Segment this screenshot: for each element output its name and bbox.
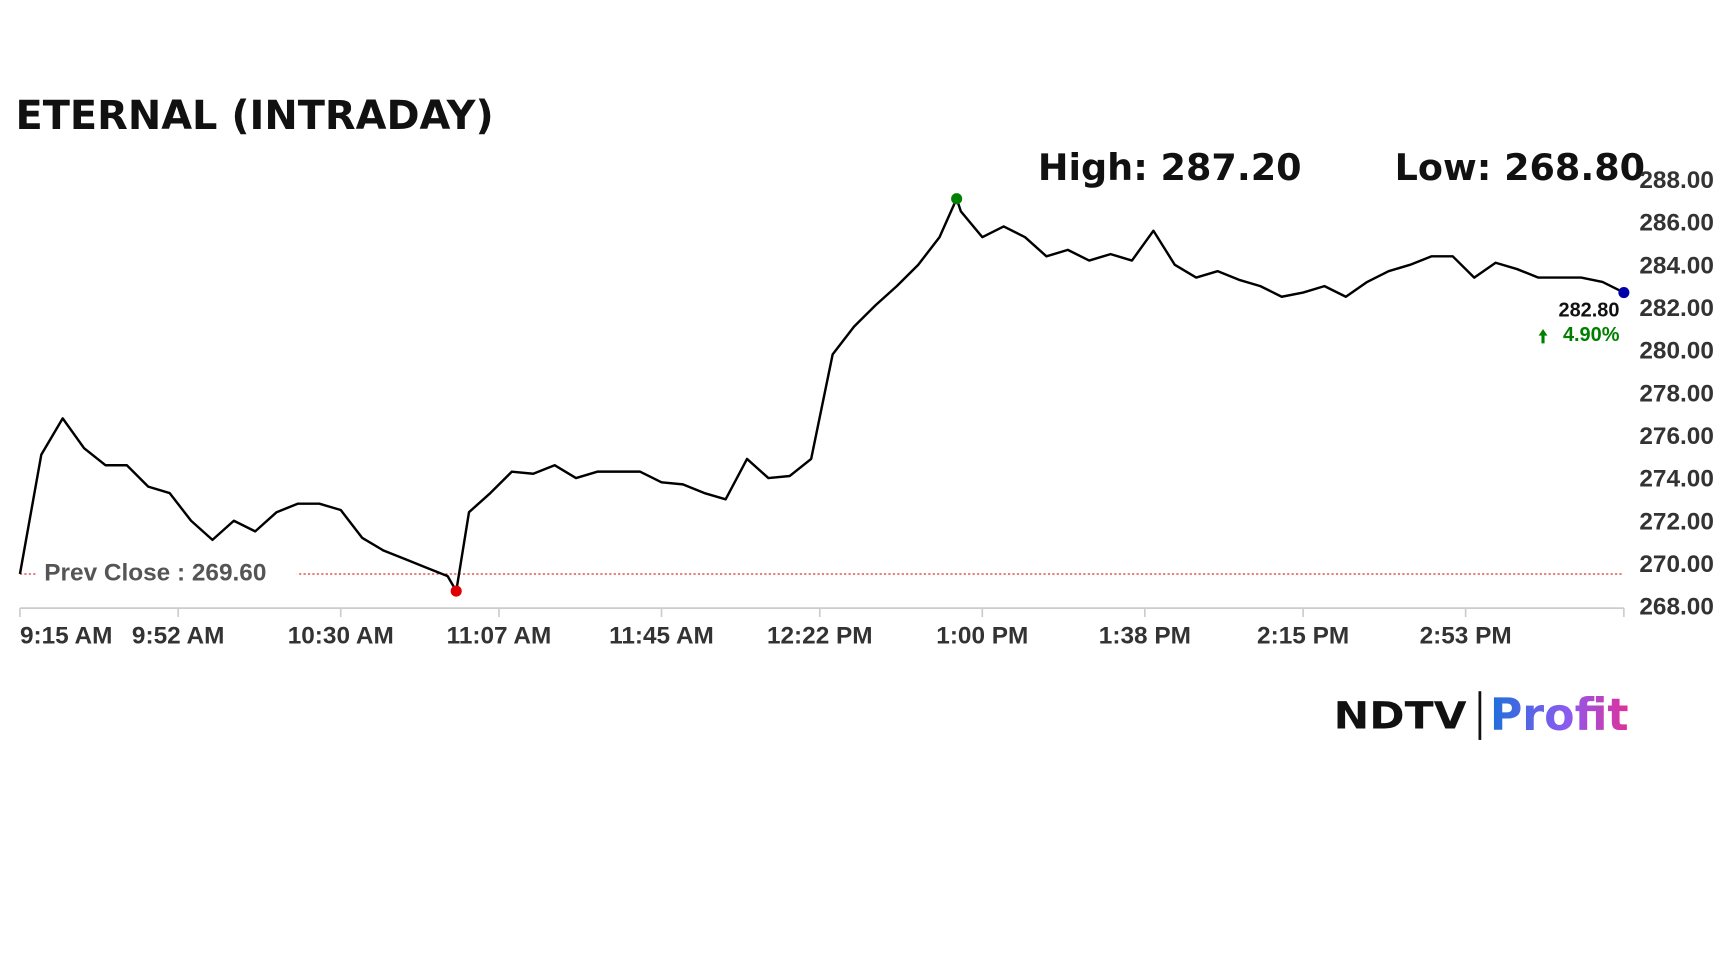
plot: 268.00 270.00 272.00 274.00 276.00 278.00 280.… [18,167,1714,649]
chart-title: ETERNAL (INTRADAY) [16,93,494,139]
y-tick-label: 276.00 [1639,423,1714,450]
high-marker [951,193,963,205]
up-arrow [1538,328,1548,344]
x-tick-label: 2:15 PM [1257,622,1349,649]
y-tick-label: 282.00 [1639,295,1714,322]
prev-close-bg [35,558,297,586]
y-tick-label: 284.00 [1639,252,1714,279]
x-tick-label: 11:07 AM [447,622,552,649]
change-label: 4.90% [1563,324,1620,346]
prev-close-label: Prev Close : 269.60 [44,559,266,586]
x-tick-label: 11:45 AM [609,622,714,649]
y-tick-label: 278.00 [1639,380,1714,407]
x-tick-label: 1:00 PM [936,622,1028,649]
logo-brand: NDTV [1334,693,1467,737]
price-line [18,197,1625,593]
x-tick-label: 10:30 AM [288,622,394,649]
y-tick-label: 288.00 [1639,167,1714,194]
last-price: 282.80 [1559,300,1620,322]
x-tick-label: 12:22 PM [767,622,873,649]
y-tick-label: 268.00 [1639,594,1714,621]
y-tick-label: 286.00 [1639,210,1714,237]
y-tick-label: 272.00 [1639,508,1714,535]
x-tick-label: 9:52 AM [132,622,225,649]
y-tick-label: 270.00 [1639,551,1714,578]
x-tick-label: 9:15 AM [20,622,113,649]
logo-product: Profit [1490,690,1629,741]
x-tick-label: 1:38 PM [1099,622,1191,649]
last-marker [1618,287,1630,299]
low-label: Low: 268.80 [1395,146,1646,189]
x-tick-label: 2:53 PM [1420,622,1512,649]
y-tick-label: 274.00 [1639,466,1714,493]
low-marker [450,585,462,597]
high-label: High: 287.20 [1038,146,1302,189]
y-tick-label: 280.00 [1639,338,1714,365]
